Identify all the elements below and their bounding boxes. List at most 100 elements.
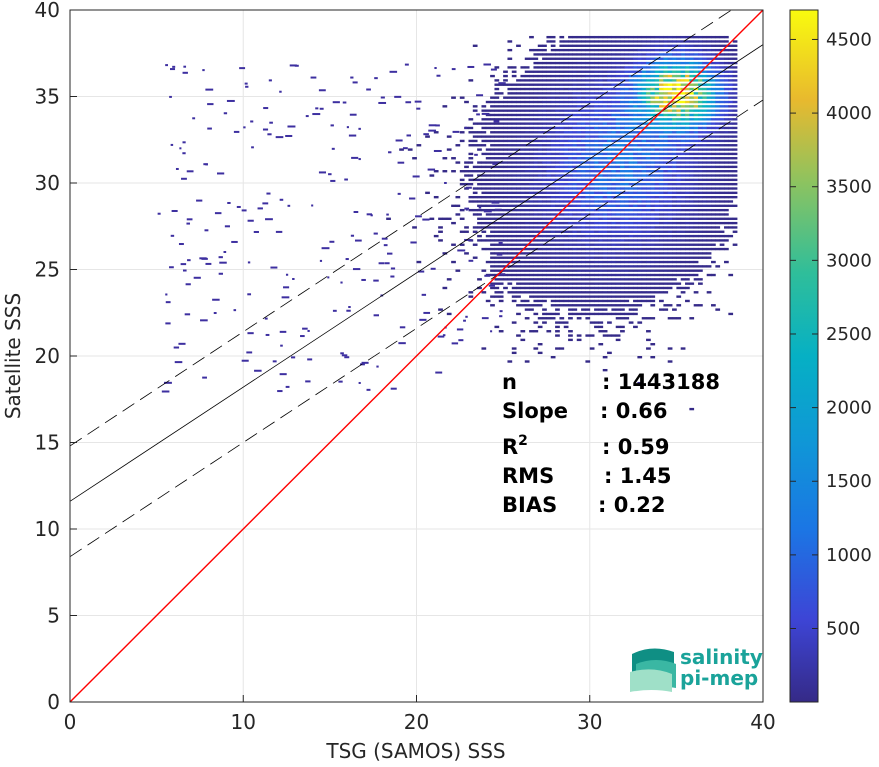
density-cell [641, 109, 647, 112]
density-cell [624, 135, 630, 138]
density-cell [581, 265, 586, 268]
density-cell [516, 170, 521, 173]
density-cell [581, 83, 586, 86]
density-cell [620, 74, 625, 78]
density-cell [589, 256, 595, 259]
density-cell [611, 35, 617, 39]
density-cell [611, 174, 617, 177]
density-cell [589, 48, 595, 52]
density-cell [472, 135, 478, 138]
density-cell [628, 144, 634, 147]
stat-label: Slope [502, 399, 568, 423]
density-cell [451, 243, 456, 246]
density-cell [693, 226, 699, 229]
density-cell [650, 61, 656, 65]
density-cell [250, 120, 254, 123]
density-cell [628, 79, 634, 82]
density-cell [485, 195, 491, 199]
density-cell [628, 152, 634, 156]
density-cell [598, 221, 604, 225]
density-cell [624, 256, 630, 259]
density-cell [178, 342, 186, 345]
density-cell [689, 265, 695, 268]
density-cell [572, 247, 578, 251]
density-cell [667, 286, 673, 290]
density-cell [628, 221, 634, 225]
density-cell [550, 278, 556, 281]
density-cell [685, 230, 690, 233]
density-cell [563, 126, 569, 130]
density-cell [435, 371, 443, 374]
density-cell [641, 187, 647, 190]
density-cell [524, 200, 530, 203]
x-tick-label: 0 [64, 710, 77, 734]
density-cell [568, 191, 573, 195]
density-cell [576, 157, 582, 160]
density-cell [698, 195, 703, 199]
density-cell [546, 100, 552, 104]
density-cell [594, 183, 599, 186]
density-cell [503, 83, 508, 86]
density-cell [680, 239, 686, 242]
density-cell [724, 100, 729, 104]
density-cell [702, 152, 708, 156]
density-cell [533, 243, 539, 246]
density-cell [637, 144, 643, 147]
density-cell [711, 40, 716, 43]
density-cell [550, 195, 556, 199]
density-cell [615, 239, 621, 242]
density-cell [585, 226, 591, 229]
density-cell [641, 269, 647, 272]
density-cell [667, 191, 673, 195]
density-cell [537, 269, 543, 272]
density-cell [490, 295, 495, 298]
density-cell [633, 170, 638, 173]
density-cell [550, 234, 556, 238]
density-cell [485, 239, 491, 242]
density-cell [425, 135, 430, 138]
density-cell [516, 79, 521, 82]
density-cell [581, 70, 586, 73]
density-cell [498, 200, 504, 203]
density-cell [485, 204, 491, 208]
density-cell [633, 269, 638, 272]
density-cell [633, 48, 638, 52]
density-cell [494, 295, 500, 298]
density-cell [637, 208, 643, 212]
density-cell [576, 144, 582, 147]
density-cell [485, 178, 491, 182]
density-cell [693, 126, 699, 130]
density-cell [559, 122, 565, 125]
density-cell [650, 269, 656, 272]
density-cell [589, 273, 595, 277]
density-cell [589, 122, 595, 125]
density-cell [728, 66, 734, 69]
density-cell [520, 126, 526, 130]
density-cell [602, 247, 608, 251]
density-cell [503, 148, 508, 151]
density-cell [663, 96, 669, 99]
density-cell [685, 247, 690, 251]
density-cell [620, 87, 625, 91]
density-cell [581, 191, 586, 195]
density-cell [572, 139, 578, 143]
density-cell [650, 243, 656, 246]
density-cell [667, 44, 673, 47]
density-cell [516, 312, 521, 316]
density-cell [231, 240, 238, 243]
density-cell [490, 265, 495, 268]
density-cell [663, 183, 669, 186]
density-cell [598, 282, 604, 285]
density-cell [650, 356, 656, 359]
density-cell [433, 170, 439, 173]
density-cell [585, 79, 591, 82]
density-cell [550, 96, 556, 99]
density-cell [490, 195, 495, 199]
density-cell [533, 208, 539, 212]
density-cell [672, 57, 677, 60]
density-cell [663, 148, 669, 151]
density-cell [728, 79, 734, 82]
density-cell [615, 174, 621, 177]
density-cell [598, 213, 604, 216]
density-cell [594, 239, 599, 242]
